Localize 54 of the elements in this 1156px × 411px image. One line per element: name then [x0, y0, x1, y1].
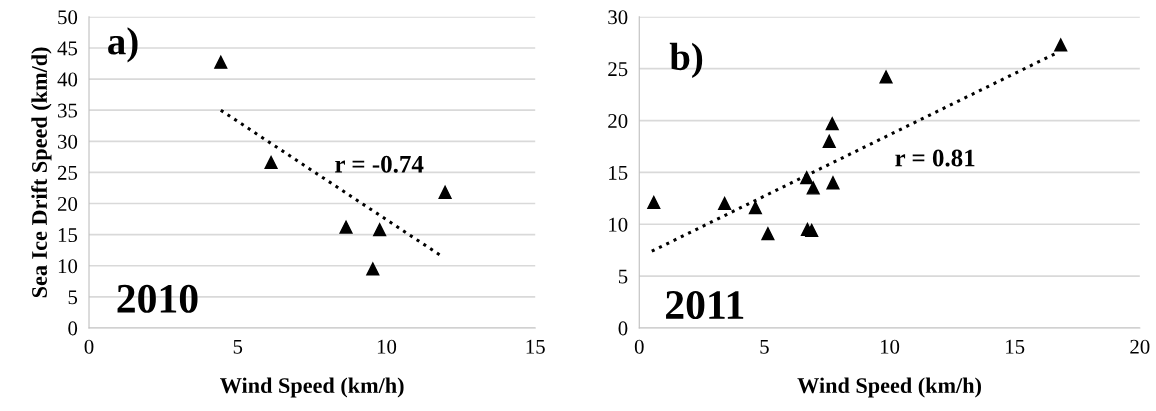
point: [879, 70, 893, 84]
point: [366, 262, 380, 276]
y-tick-label: 15: [609, 165, 628, 180]
point: [647, 195, 661, 210]
point: [214, 55, 228, 69]
x-tick-label: 5: [233, 339, 243, 354]
y-tick-label: 30: [608, 10, 628, 25]
point: [826, 176, 840, 190]
x-axis-title: Wind Speed (km/h): [220, 377, 404, 398]
point: [339, 220, 353, 234]
y-tick-label: 15: [58, 228, 78, 243]
point: [805, 223, 819, 238]
point: [1054, 38, 1068, 52]
y-tick-label: 40: [57, 72, 78, 87]
y-tick-label: 30: [58, 134, 78, 149]
x-tick-label: 0: [634, 339, 644, 354]
x-tick-label: 20: [1130, 339, 1150, 354]
point: [748, 201, 762, 215]
y-tick-label: 20: [608, 113, 628, 128]
y-axis-title: Sea Ice Drift Speed (km/d): [31, 47, 52, 298]
annotation: r = -0.74: [335, 155, 424, 173]
y-tick-label: 45: [57, 41, 78, 56]
x-tick-label: 10: [377, 339, 397, 354]
y-tick-label: 5: [618, 269, 628, 284]
annotation: r = 0.81: [895, 149, 975, 167]
x-tick-label: 15: [1006, 339, 1025, 354]
y-tick-label: 25: [57, 165, 78, 180]
y-tick-label: 50: [58, 10, 78, 25]
annotation: 2011: [666, 290, 744, 320]
annotation: b): [669, 42, 703, 79]
y-tick-label: 10: [609, 217, 628, 232]
x-tick-label: 10: [880, 339, 900, 354]
y-tick-label: 20: [57, 196, 78, 211]
y-tick-label: 0: [618, 321, 628, 336]
y-tick-label: 35: [58, 103, 78, 118]
x-axis-title: Wind Speed (km/h): [797, 377, 981, 398]
x-tick-label: 5: [760, 339, 769, 354]
y-tick-label: 25: [608, 62, 628, 77]
y-tick-label: 5: [68, 290, 78, 305]
point: [718, 196, 732, 211]
y-tick-label: 0: [68, 321, 78, 336]
point: [761, 227, 775, 241]
point: [438, 185, 452, 199]
x-tick-label: 15: [526, 339, 545, 354]
point: [264, 155, 278, 170]
annotation: a): [108, 27, 138, 63]
annotation: 2010: [117, 284, 198, 313]
point: [800, 171, 814, 185]
y-tick-label: 10: [58, 259, 78, 274]
x-tick-label: 0: [84, 339, 94, 354]
point: [806, 181, 820, 195]
point: [373, 223, 387, 237]
point: [822, 134, 836, 148]
point: [825, 117, 839, 131]
